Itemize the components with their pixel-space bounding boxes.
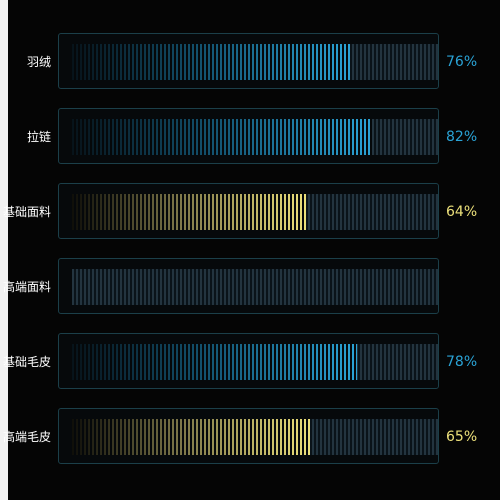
category-label: 羽绒 <box>26 55 51 69</box>
bar-row: 高端毛皮 65% <box>0 408 500 466</box>
bar-frame <box>58 108 439 164</box>
value-label: 82% <box>446 129 478 145</box>
category-label: 基础毛皮 <box>2 355 51 369</box>
bar-fill <box>72 344 357 380</box>
bar-frame <box>58 333 439 389</box>
category-label: 高端面料 <box>2 280 51 294</box>
bar-row: 基础毛皮 78% <box>0 333 500 391</box>
category-label: 基础面料 <box>2 205 51 219</box>
category-label: 拉链 <box>26 130 51 144</box>
bar-frame <box>58 408 439 464</box>
value-label: 78% <box>446 354 478 370</box>
bar-fill <box>72 44 350 80</box>
bar-row: 基础面料 64% <box>0 183 500 241</box>
bar-row: 拉链 82% <box>0 108 500 166</box>
bar-fill <box>72 194 306 230</box>
left-edge-strip <box>0 0 8 500</box>
value-label: 76% <box>446 54 478 70</box>
category-label: 高端毛皮 <box>2 430 51 444</box>
bar-track <box>72 269 438 305</box>
bar-fill <box>72 119 372 155</box>
bar-row: 高端面料 <box>0 258 500 316</box>
bar-frame <box>58 33 439 89</box>
value-label: 64% <box>446 204 478 220</box>
bar-row: 羽绒 76% <box>0 33 500 91</box>
bar-frame <box>58 183 439 239</box>
value-label: 65% <box>446 429 478 445</box>
bar-frame <box>58 258 439 314</box>
bar-fill <box>72 419 310 455</box>
